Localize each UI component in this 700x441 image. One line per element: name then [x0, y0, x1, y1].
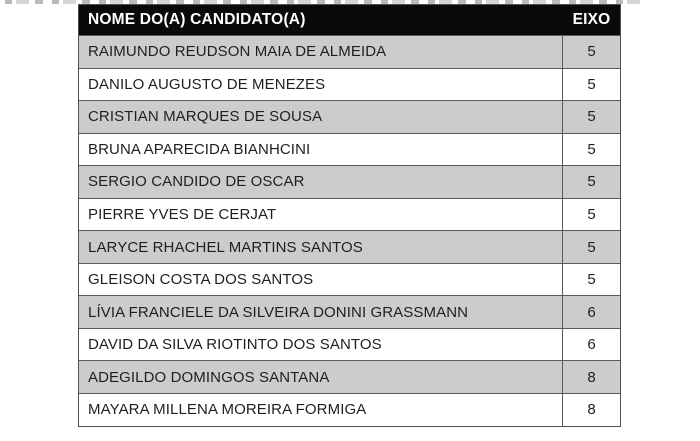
eixo-value: 5	[562, 36, 620, 68]
candidates-table: NOME DO(A) CANDIDATO(A) EIXO RAIMUNDO RE…	[78, 4, 621, 427]
candidate-name: BRUNA APARECIDA BIANHCINI	[88, 140, 311, 158]
eixo-value: 5	[562, 166, 620, 198]
table-row: MAYARA MILLENA MOREIRA FORMIGA 8	[79, 393, 620, 426]
table-row: DANILO AUGUSTO DE MENEZES 5	[79, 67, 620, 101]
clipped-text-fragments	[5, 0, 641, 4]
table-row: RAIMUNDO REUDSON MAIA DE ALMEIDA 5	[79, 35, 620, 68]
table-row: SERGIO CANDIDO DE OSCAR 5	[79, 165, 620, 198]
table-row: GLEISON COSTA DOS SANTOS 5	[79, 262, 620, 296]
column-header-eixo: EIXO	[572, 11, 611, 28]
eixo-value: 5	[562, 231, 620, 263]
candidate-name: DAVID DA SILVA RIOTINTO DOS SANTOS	[88, 336, 382, 354]
eixo-value: 5	[562, 101, 620, 133]
eixo-value: 8	[562, 394, 620, 426]
table-header-row: NOME DO(A) CANDIDATO(A) EIXO	[79, 5, 620, 35]
candidate-name: RAIMUNDO REUDSON MAIA DE ALMEIDA	[88, 43, 387, 61]
candidate-name: ADEGILDO DOMINGOS SANTANA	[88, 368, 330, 386]
candidate-name: CRISTIAN MARQUES DE SOUSA	[88, 108, 323, 126]
table-row: BRUNA APARECIDA BIANHCINI 5	[79, 132, 620, 166]
table-row: ADEGILDO DOMINGOS SANTANA 8	[79, 360, 620, 394]
table-row: DAVID DA SILVA RIOTINTO DOS SANTOS 6	[79, 327, 620, 361]
table-row: CRISTIAN MARQUES DE SOUSA 5	[79, 100, 620, 133]
eixo-value: 5	[562, 263, 620, 296]
eixo-value: 6	[562, 328, 620, 361]
candidate-name: GLEISON COSTA DOS SANTOS	[88, 271, 314, 289]
table-row: LÍVIA FRANCIELE DA SILVEIRA DONINI GRASS…	[79, 295, 620, 328]
table-row: LARYCE RHACHEL MARTINS SANTOS 5	[79, 230, 620, 263]
eixo-value: 5	[562, 68, 620, 101]
eixo-value: 5	[562, 198, 620, 231]
candidate-name: MAYARA MILLENA MOREIRA FORMIGA	[88, 401, 367, 419]
column-header-nome: NOME DO(A) CANDIDATO(A)	[88, 11, 306, 28]
candidate-name: PIERRE YVES DE CERJAT	[88, 206, 277, 223]
table-row: PIERRE YVES DE CERJAT 5	[79, 197, 620, 231]
candidate-name: SERGIO CANDIDO DE OSCAR	[88, 173, 305, 191]
eixo-value: 8	[562, 361, 620, 394]
candidate-name: LÍVIA FRANCIELE DA SILVEIRA DONINI GRASS…	[88, 303, 469, 321]
eixo-value: 5	[562, 133, 620, 166]
candidate-name: LARYCE RHACHEL MARTINS SANTOS	[88, 238, 363, 256]
eixo-value: 6	[562, 296, 620, 328]
candidate-name: DANILO AUGUSTO DE MENEZES	[88, 75, 326, 93]
